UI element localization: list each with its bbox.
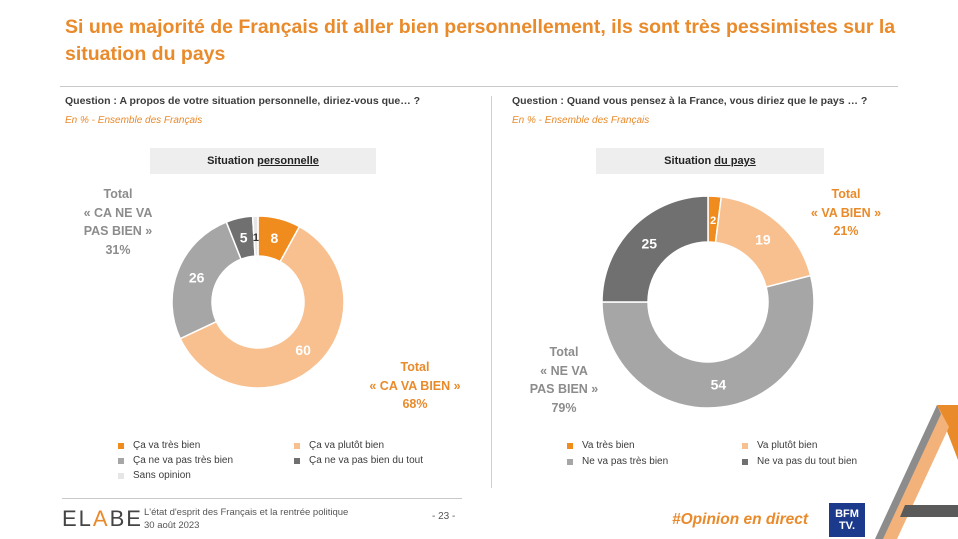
donut-2-label-4: 25: [642, 235, 658, 251]
donut-1-label-3: 26: [189, 270, 205, 286]
right-total-negative-value: 79%: [551, 400, 577, 415]
donut-2-label-3: 54: [711, 376, 727, 392]
right-legend-label-2: Va plutôt bien: [757, 440, 818, 451]
legend-swatch: [294, 442, 300, 449]
left-total-negative: Total « CA NE VA PAS BIEN » 31%: [68, 185, 168, 259]
legend-swatch: [567, 458, 573, 465]
donut-1-label-5: 1: [253, 232, 259, 244]
right-chart-title-prefix: Situation: [664, 155, 712, 167]
left-legend-item-5: Sans opinion: [118, 470, 191, 481]
right-legend-label-1: Va très bien: [582, 440, 635, 451]
donut-2-label-1: 2: [710, 215, 716, 227]
logo-part-3: BE: [109, 506, 143, 531]
donut-2-slice-3: [601, 274, 815, 409]
footer-line-1: L'état d'esprit des Français et la rentr…: [144, 507, 349, 518]
legend-swatch: [118, 457, 124, 464]
bfmtv-logo: BFM TV.: [829, 503, 865, 537]
left-chart-title: Situation personnelle: [150, 148, 376, 174]
left-question: Question : A propos de votre situation p…: [65, 95, 421, 107]
donut-1-slice-2: [179, 225, 345, 389]
right-total-positive-line1: Total: [831, 187, 861, 201]
top-divider: [60, 86, 898, 87]
left-chart-title-prefix: Situation: [207, 155, 255, 167]
right-total-positive-value: 21%: [833, 224, 859, 238]
left-total-negative-value: 31%: [105, 242, 131, 257]
right-total-positive: Total « VA BIEN » 21%: [796, 185, 896, 241]
left-legend-item-4: Ça ne va pas bien du tout: [294, 455, 423, 466]
legend-swatch: [118, 472, 124, 479]
left-legend-label-2: Ça va plutôt bien: [309, 440, 385, 451]
donut-1-label-2: 60: [295, 342, 311, 358]
page-title: Si une majorité de Français dit aller bi…: [65, 16, 896, 65]
right-legend-item-3: Ne va pas très bien: [567, 456, 668, 467]
left-total-negative-line3: PAS BIEN »: [83, 224, 153, 238]
right-legend: Va très bien Va plutôt bien Ne va pas tr…: [567, 440, 907, 475]
left-legend: Ça va très bien Ça va plutôt bien Ça ne …: [118, 440, 478, 490]
logo-part-1: EL: [62, 506, 93, 531]
legend-swatch: [567, 442, 573, 449]
right-total-negative-line2: « NE VA: [540, 363, 588, 378]
legend-swatch: [118, 442, 124, 449]
left-legend-label-5: Sans opinion: [133, 470, 191, 481]
right-chart-title: Situation du pays: [596, 148, 824, 174]
left-legend-item-1: Ça va très bien: [118, 440, 200, 451]
left-legend-label-3: Ça ne va pas très bien: [133, 455, 234, 466]
legend-swatch: [294, 457, 300, 464]
legend-swatch: [742, 442, 748, 449]
left-total-negative-line2: « CA NE VA: [83, 205, 153, 220]
footer-line-2: 30 août 2023: [144, 520, 200, 531]
left-total-positive-line2: « CA VA BIEN »: [369, 378, 461, 393]
right-total-positive-line2: « VA BIEN »: [810, 205, 882, 220]
donut-2-slice-4: [601, 195, 709, 303]
left-chart-title-underlined: personnelle: [257, 155, 319, 167]
footer-divider: [62, 498, 462, 499]
footer-text: L'état d'esprit des Français et la rentr…: [144, 506, 348, 532]
left-legend-label-1: Ça va très bien: [133, 440, 201, 451]
left-legend-item-2: Ça va plutôt bien: [294, 440, 384, 451]
left-legend-label-4: Ça ne va pas bien du tout: [309, 455, 423, 466]
donut-1-label-4: 5: [240, 230, 248, 246]
elabe-logo: ELABE: [62, 506, 143, 532]
hashtag: #Opinion en direct: [672, 511, 809, 528]
left-total-negative-line1: Total: [103, 187, 133, 201]
right-question: Question : Quand vous pensez à la France…: [512, 95, 868, 107]
legend-swatch: [742, 458, 748, 465]
left-total-positive-value: 68%: [402, 397, 428, 411]
page-number: - 23 -: [432, 511, 456, 522]
right-subtitle: En % - Ensemble des Français: [512, 115, 650, 126]
left-legend-item-3: Ça ne va pas très bien: [118, 455, 233, 466]
left-total-positive: Total « CA VA BIEN » 68%: [355, 358, 475, 414]
right-chart-title-underlined: du pays: [714, 155, 756, 167]
bfm-line-1: BFM: [835, 508, 859, 520]
right-total-negative-line3: PAS BIEN »: [529, 382, 599, 396]
right-total-negative-line1: Total: [549, 345, 579, 359]
right-legend-item-2: Va plutôt bien: [742, 440, 817, 451]
decorative-a-shape-icon: [875, 405, 958, 539]
donut-1-label-1: 8: [271, 230, 279, 246]
right-legend-label-3: Ne va pas très bien: [582, 456, 669, 467]
logo-part-2: A: [92, 506, 110, 531]
right-legend-item-1: Va très bien: [567, 440, 635, 451]
right-total-negative: Total « NE VA PAS BIEN » 79%: [514, 343, 614, 417]
right-legend-label-4: Ne va pas du tout bien: [757, 456, 858, 467]
left-total-positive-line1: Total: [400, 360, 430, 374]
left-subtitle: En % - Ensemble des Français: [65, 115, 203, 126]
donut-1-slice-5: [251, 215, 259, 257]
vertical-divider: [491, 96, 492, 488]
donut-1-slice-3: [171, 221, 243, 340]
donut-2-label-2: 19: [755, 232, 771, 248]
bfm-line-2: TV.: [838, 520, 856, 532]
right-legend-item-4: Ne va pas du tout bien: [742, 456, 857, 467]
